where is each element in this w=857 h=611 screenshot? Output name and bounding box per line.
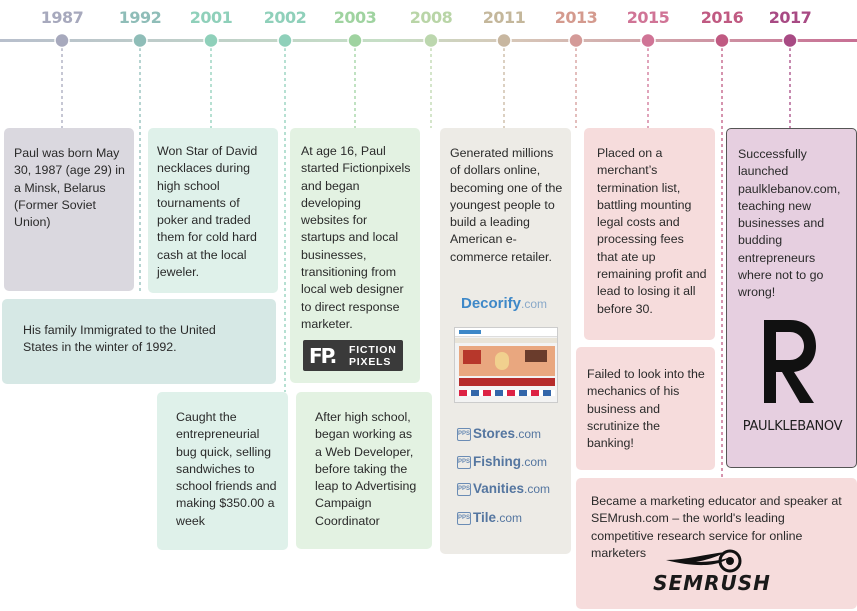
card-launched-text: Successfully launched paulklebanov.com, … — [738, 147, 841, 300]
card-semrush: Became a marketing educator and speaker … — [576, 478, 857, 609]
card-termination: Placed on a merchant’s termination list,… — [584, 128, 715, 340]
connector-lines — [61, 48, 791, 478]
year-label-1992: 1992 — [118, 8, 162, 27]
paul-klebanov-wordmark: PAULKLEBANOV — [742, 419, 843, 434]
decorify-website-screenshot — [454, 327, 558, 403]
year-label-2003: 2003 — [333, 8, 377, 27]
year-dot-2011 — [496, 32, 512, 49]
year-label-2002: 2002 — [263, 8, 307, 27]
year-label-2013: 2013 — [554, 8, 598, 27]
shop-logo-name: Vanities — [473, 481, 525, 496]
decorify-logo-name: Decorify — [461, 295, 522, 312]
card-immigrated-text: His family Immigrated to the United Stat… — [23, 323, 216, 355]
year-dot-2015 — [640, 32, 656, 49]
year-dot-1992 — [132, 32, 148, 49]
shop-logo-suffix: .com — [515, 427, 542, 441]
year-dot-2013 — [568, 32, 584, 49]
card-star-of-david: Won Star of David necklaces during high … — [148, 128, 278, 293]
shop-badge-icon: PPS — [457, 427, 471, 441]
shop-logo-vanities: PPS Vanities.com — [457, 481, 550, 499]
card-born-text: Paul was born May 30, 1987 (age 29) in a… — [14, 146, 125, 230]
shop-logo-name: Fishing — [473, 454, 521, 469]
semrush-flame-icon — [666, 549, 742, 573]
fiction-pixels-line1: FICTION — [349, 344, 397, 356]
fiction-pixels-mark: FP. — [309, 344, 337, 368]
card-termination-text: Placed on a merchant’s termination list,… — [597, 146, 707, 316]
shop-logo-suffix: .com — [524, 482, 551, 496]
year-dot-2003 — [347, 32, 363, 49]
card-star-of-david-text: Won Star of David necklaces during high … — [157, 144, 258, 280]
card-generated-millions-text: Generated millions of dollars online, be… — [450, 146, 563, 264]
card-failed: Failed to look into the mechanics of his… — [576, 347, 715, 470]
card-fictionpixels-text: At age 16, Paul started Fictionpixels an… — [301, 144, 411, 331]
year-label-2016: 2016 — [700, 8, 744, 27]
year-dot-2001 — [203, 32, 219, 49]
shop-logo-tile: PPS Tile.com — [457, 510, 522, 528]
year-label-1987: 1987 — [40, 8, 84, 27]
year-dots — [54, 32, 798, 49]
shop-logo-name: Tile — [473, 510, 497, 525]
decorify-logo-suffix: .com — [521, 297, 548, 311]
shop-badge-icon: PPS — [457, 455, 471, 469]
card-entrepreneurial-text: Caught the entrepreneurial bug quick, se… — [176, 410, 277, 528]
year-dot-1987 — [54, 32, 70, 49]
card-launched: Successfully launched paulklebanov.com, … — [726, 128, 857, 468]
shop-logo-suffix: .com — [521, 455, 548, 469]
year-label-2011: 2011 — [482, 8, 526, 27]
card-web-developer-text: After high school, began working as a We… — [315, 410, 417, 528]
year-dot-2017 — [782, 32, 798, 49]
card-born: Paul was born May 30, 1987 (age 29) in a… — [4, 128, 134, 291]
shop-logo-name: Stores — [473, 426, 516, 441]
card-web-developer: After high school, began working as a We… — [296, 392, 432, 549]
shop-logo-suffix: .com — [496, 511, 523, 525]
card-entrepreneurial: Caught the entrepreneurial bug quick, se… — [157, 392, 288, 550]
semrush-wordmark: SEMRUSH — [653, 571, 771, 595]
year-dot-2002 — [277, 32, 293, 49]
year-label-2008: 2008 — [409, 8, 453, 27]
decorify-logo: Decorify.com — [461, 295, 547, 312]
year-dot-2016 — [714, 32, 730, 49]
year-label-2017: 2017 — [768, 8, 812, 27]
shop-badge-icon: PPS — [457, 511, 471, 525]
fiction-pixels-logo: FP. FICTION PIXELS — [303, 340, 403, 371]
card-immigrated: His family Immigrated to the United Stat… — [2, 299, 276, 384]
fiction-pixels-line2: PIXELS — [349, 356, 392, 368]
card-failed-text: Failed to look into the mechanics of his… — [587, 367, 705, 451]
year-label-2001: 2001 — [189, 8, 233, 27]
shop-logo-fishing: PPS Fishing.com — [457, 454, 547, 472]
year-dot-2008 — [423, 32, 439, 49]
card-semrush-text: Became a marketing educator and speaker … — [591, 494, 842, 560]
paul-klebanov-logo-icon — [764, 320, 816, 403]
year-label-2015: 2015 — [626, 8, 670, 27]
shop-logo-stores: PPS Stores.com — [457, 426, 541, 444]
shop-badge-icon: PPS — [457, 482, 471, 496]
